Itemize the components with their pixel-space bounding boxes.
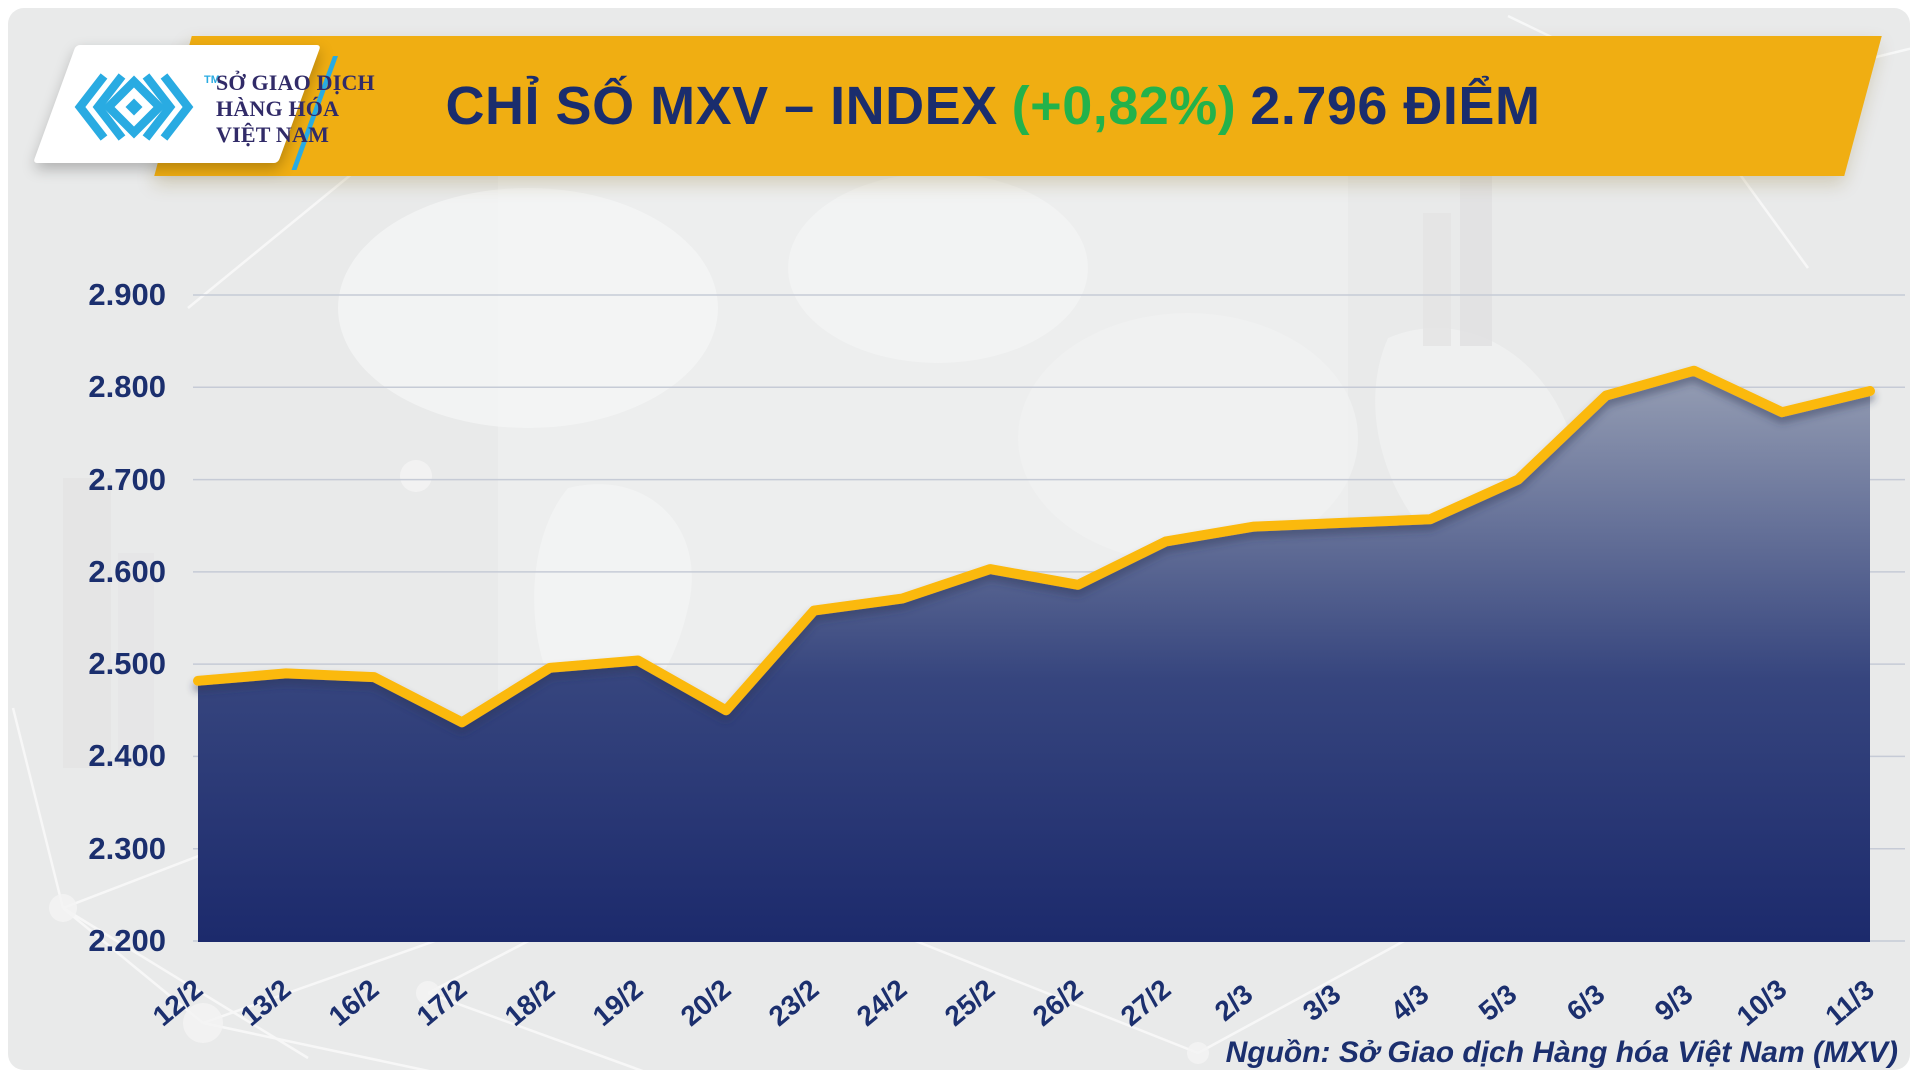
title-main: CHỈ SỐ MXV – INDEX xyxy=(445,76,998,136)
mxv-logo-icon xyxy=(74,73,194,141)
background-card: 2.900 2.800 2.700 2.600 2.500 2.400 2.300 2.200… xyxy=(8,8,1910,1070)
index-area-fill xyxy=(198,370,1870,942)
title-value: 2.796 ĐIỂM xyxy=(1250,76,1541,136)
y-axis-tick-label: 2.300 xyxy=(88,830,166,866)
y-axis-tick-label: 2.800 xyxy=(88,369,166,405)
source-caption: Nguồn: Sở Giao dịch Hàng hóa Việt Nam (M… xyxy=(1225,1036,1898,1069)
org-name-line: SỞ GIAO DỊCH xyxy=(216,70,375,95)
y-axis-tick-label: 2.200 xyxy=(88,923,166,958)
mxv-index-chart xyxy=(193,294,1905,942)
index-line xyxy=(193,365,1875,728)
org-name-line: HÀNG HÓA xyxy=(216,96,340,121)
y-axis-tick-label: 2.700 xyxy=(88,461,166,497)
y-axis-tick-label: 2.400 xyxy=(88,738,166,774)
y-axis-tick-label: 2.900 xyxy=(88,277,166,312)
org-name-line: VIỆT NAM xyxy=(216,122,330,147)
trademark-label: TM xyxy=(204,74,220,86)
title-change-badge: (+0,82%) xyxy=(1011,76,1237,136)
page-title: CHỈ SỐ MXV – INDEX (+0,82%) 2.796 ĐIỂM xyxy=(378,36,1608,176)
org-name: SỞ GIAO DỊCH HÀNG HÓA VIỆT NAM xyxy=(216,70,375,148)
y-axis-tick-label: 2.600 xyxy=(88,553,166,589)
y-axis-tick-label: 2.500 xyxy=(88,646,166,682)
